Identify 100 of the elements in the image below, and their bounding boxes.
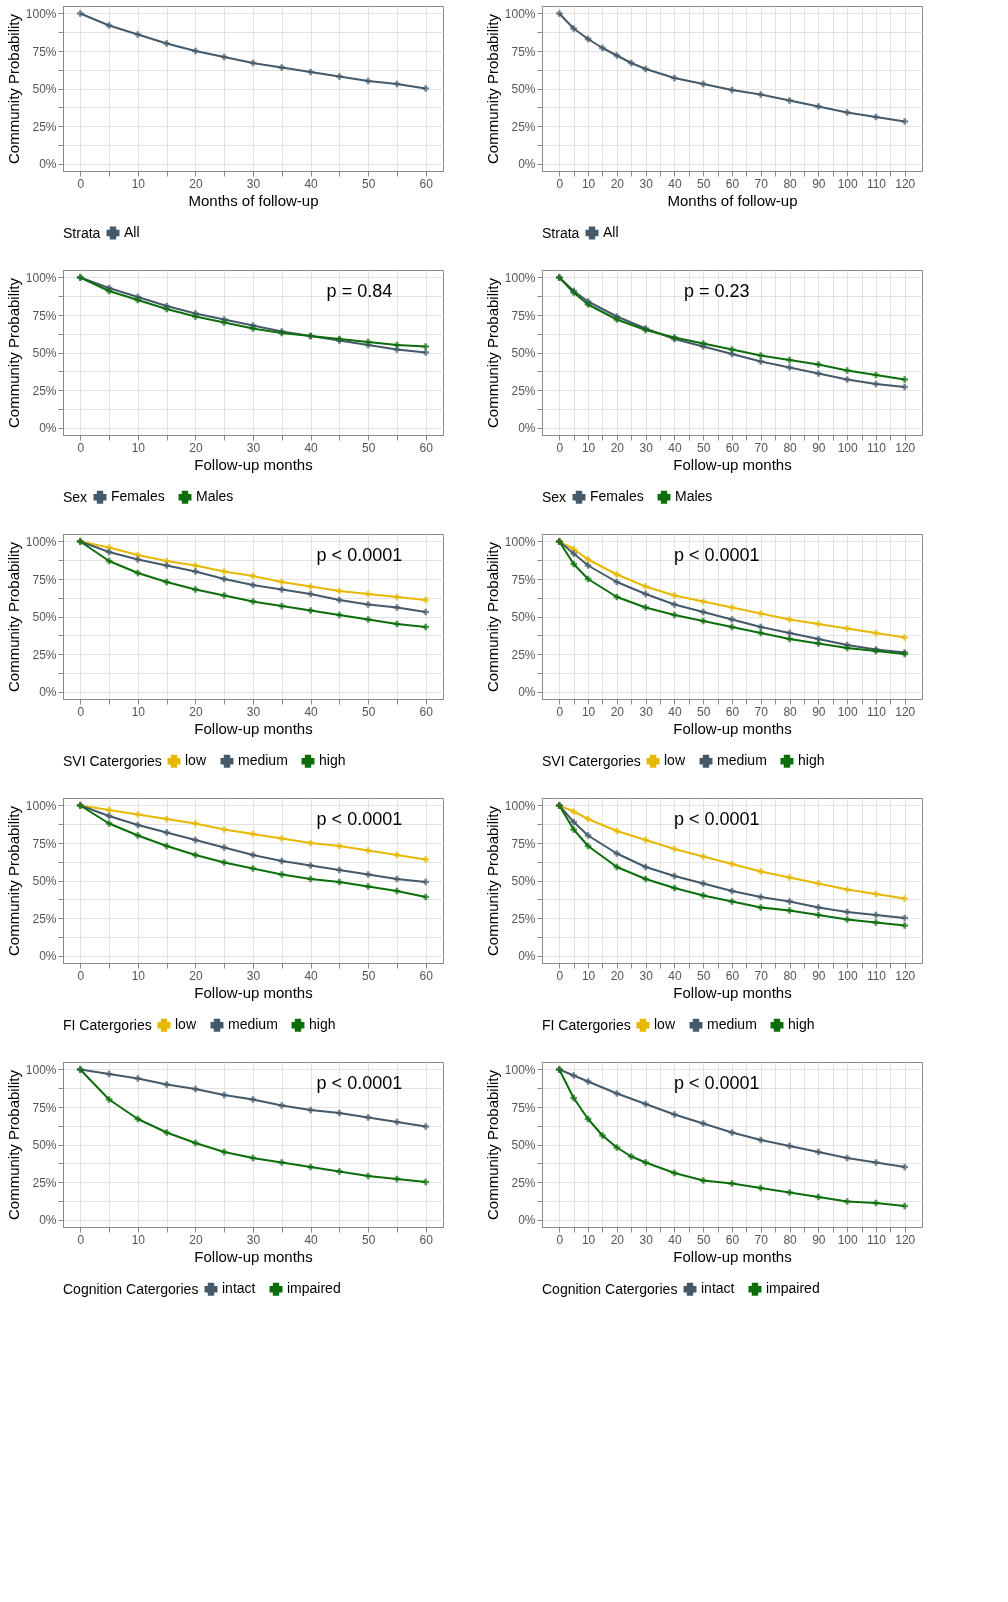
legend-title: Strata [63,225,101,241]
legend-label: medium [707,1016,757,1033]
x-axis-title: Months of follow-up [667,191,798,209]
y-tick-label: 0% [39,1213,57,1227]
x-tick-label: 10 [131,440,146,455]
x-tick-label: 50 [361,968,376,983]
x-tick-label: 80 [783,176,798,191]
x-tick-label: 20 [189,1232,203,1247]
y-tick-label: 0% [518,1213,536,1227]
x-tick-label: 80 [783,1232,798,1247]
x-tick-label: 40 [304,968,319,983]
x-tick-label: 0 [556,176,564,191]
y-tick-label: 100% [25,1063,57,1077]
legend-label: intact [701,1280,735,1297]
legend-title: Sex [63,489,88,505]
legend-label: Males [196,488,234,505]
y-tick-label: 100% [25,535,57,549]
x-tick-label: 40 [304,176,319,191]
x-tick-label: 10 [131,968,146,983]
x-tick-label: 70 [754,176,769,191]
x-tick-label: 0 [556,440,564,455]
x-tick-label: 30 [246,704,261,719]
legend-title: SVI Catergories [63,753,162,769]
legend-title: Sex [542,489,567,505]
x-tick-label: 50 [697,176,711,191]
legend-label: high [798,752,825,769]
y-tick-label: 25% [32,1175,57,1190]
y-tick-label: 50% [32,82,57,96]
y-tick-label: 75% [511,836,536,851]
x-tick-label: 40 [668,440,682,455]
x-tick-label: 10 [131,704,146,719]
annotation: p < 0.0001 [316,809,403,829]
y-axis-title: Community Probability [483,1069,501,1221]
x-tick-label: 40 [668,1232,682,1247]
legend-label: low [654,1016,676,1033]
x-tick-label: 40 [304,1232,319,1247]
y-tick-label: 50% [32,874,57,888]
legend-label: low [664,752,686,769]
y-tick-label: 100% [504,535,536,549]
x-tick-label: 80 [783,968,798,983]
y-tick-label: 0% [518,685,536,699]
legend-label: All [124,224,140,240]
x-tick-label: 50 [697,704,711,719]
x-tick-label: 100 [837,1232,858,1247]
x-tick-label: 0 [77,440,85,455]
annotation: p < 0.0001 [674,809,760,829]
y-axis-title: Community Probability [4,1069,22,1221]
annotation: p = 0.23 [684,281,750,301]
x-axis-title: Follow-up months [194,455,313,473]
y-tick-label: 50% [32,1138,57,1152]
y-tick-label: 25% [511,119,536,134]
x-axis-title: Follow-up months [194,719,313,737]
x-tick-label: 60 [419,704,434,719]
x-tick-label: 30 [246,968,261,983]
x-tick-label: 50 [361,1232,376,1247]
x-tick-label: 20 [189,440,203,455]
y-tick-label: 100% [25,7,57,21]
y-axis-title: Community Probability [4,13,22,165]
y-axis-title: Community Probability [4,277,22,429]
x-tick-label: 20 [610,704,625,719]
x-tick-label: 70 [754,1232,769,1247]
y-tick-label: 25% [32,119,57,134]
legend-label: medium [717,752,767,769]
y-tick-label: 50% [32,346,57,360]
x-tick-label: 40 [668,968,682,983]
x-tick-label: 10 [581,176,596,191]
y-tick-label: 25% [32,647,57,662]
x-tick-label: 120 [895,968,916,983]
x-tick-label: 20 [189,176,203,191]
x-tick-label: 60 [725,704,740,719]
y-axis-title: Community Probability [483,805,501,957]
x-tick-label: 60 [419,440,434,455]
x-axis-title: Follow-up months [673,983,792,1001]
y-tick-label: 50% [511,610,536,624]
x-tick-label: 40 [304,440,319,455]
y-tick-label: 75% [511,1100,536,1115]
x-tick-label: 30 [639,1232,654,1247]
x-tick-label: 0 [77,176,85,191]
y-tick-label: 0% [518,949,536,963]
x-tick-label: 90 [812,440,826,455]
x-axis-title: Follow-up months [673,1247,792,1265]
x-tick-label: 40 [304,704,319,719]
legend-label: All [603,224,619,240]
y-tick-label: 0% [39,949,57,963]
y-tick-label: 75% [511,44,536,59]
y-tick-label: 75% [32,572,57,587]
x-tick-label: 10 [581,968,596,983]
y-tick-label: 100% [504,7,536,21]
y-tick-label: 25% [511,1175,536,1190]
x-tick-label: 110 [866,440,887,455]
x-tick-label: 40 [668,704,682,719]
y-tick-label: 50% [511,82,536,96]
y-tick-label: 25% [511,383,536,398]
x-tick-label: 60 [419,1232,434,1247]
x-axis-title: Months of follow-up [188,191,319,209]
x-tick-label: 60 [725,440,740,455]
y-tick-label: 75% [32,44,57,59]
x-tick-label: 70 [754,968,769,983]
x-tick-label: 100 [837,440,858,455]
x-axis-title: Follow-up months [673,455,792,473]
